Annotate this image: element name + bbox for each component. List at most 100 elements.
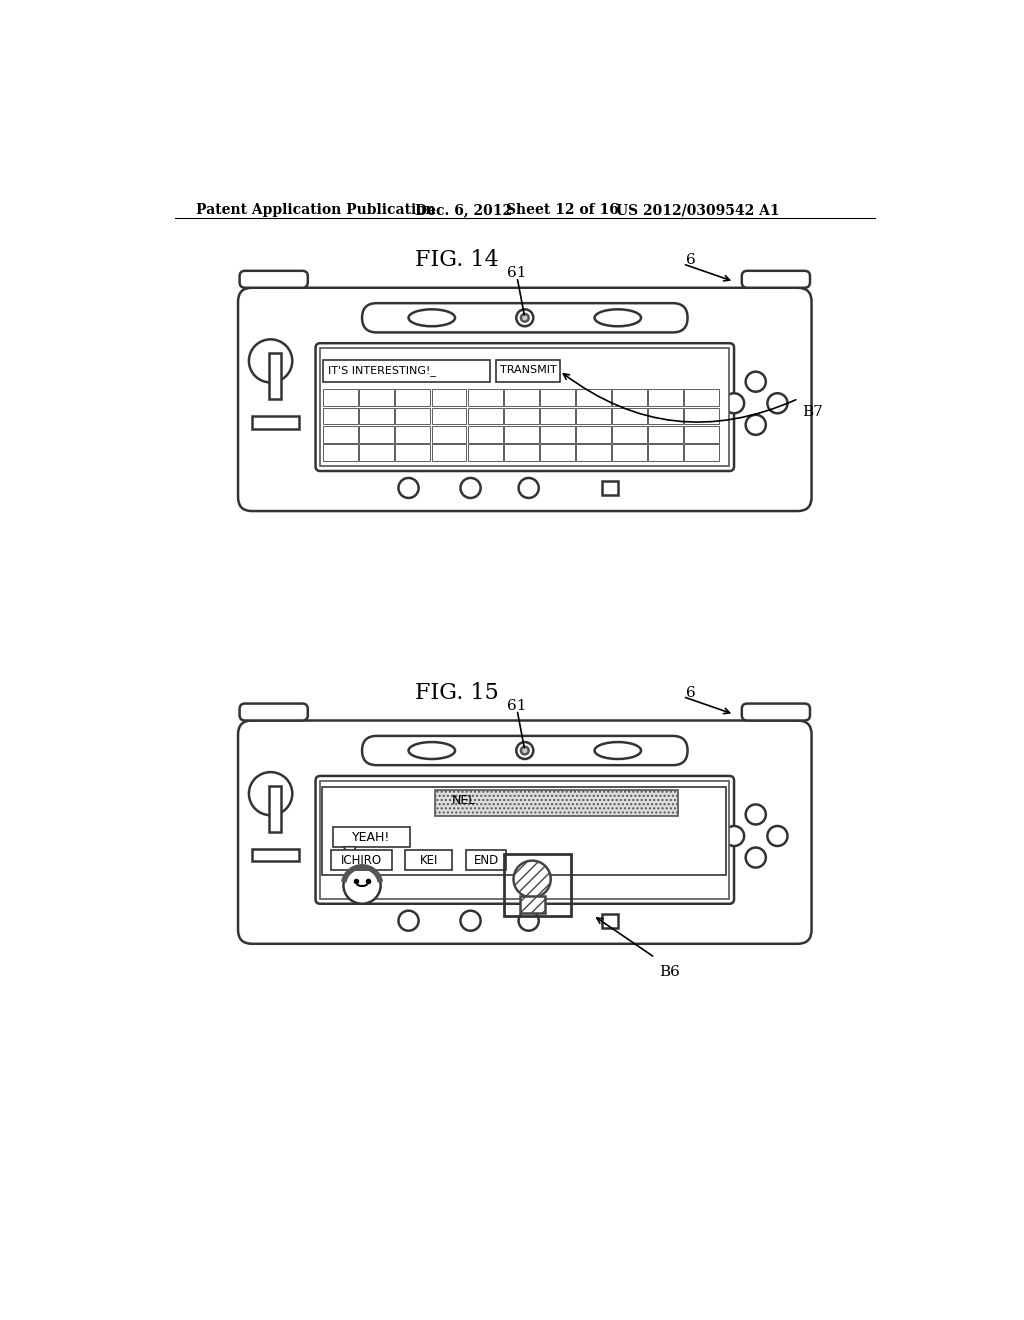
Text: 61: 61 [507, 700, 526, 713]
Text: TRANSMIT: TRANSMIT [500, 364, 556, 375]
Bar [359, 389, 394, 407]
Bar [575, 389, 610, 407]
Bar [324, 360, 489, 381]
Circle shape [516, 309, 534, 326]
Bar [612, 389, 647, 407]
Circle shape [767, 393, 787, 413]
Bar [252, 416, 299, 429]
Circle shape [767, 826, 787, 846]
Circle shape [249, 339, 292, 383]
Bar [648, 426, 683, 442]
Circle shape [461, 911, 480, 931]
FancyBboxPatch shape [741, 271, 810, 288]
Bar [321, 348, 729, 466]
Bar [468, 408, 503, 425]
Bar [575, 445, 610, 461]
Bar [431, 426, 466, 442]
FancyBboxPatch shape [741, 704, 810, 721]
Circle shape [461, 478, 480, 498]
Text: B6: B6 [658, 965, 680, 979]
Bar [435, 789, 678, 816]
Circle shape [745, 804, 766, 825]
Text: KEI: KEI [420, 854, 438, 867]
Bar [324, 389, 358, 407]
Circle shape [398, 478, 419, 498]
Bar [602, 480, 617, 495]
FancyBboxPatch shape [362, 304, 687, 333]
Bar [395, 426, 430, 442]
Text: IT'S INTERESTING!_: IT'S INTERESTING!_ [328, 364, 436, 376]
Ellipse shape [409, 742, 455, 759]
Bar [684, 445, 719, 461]
Bar [684, 426, 719, 442]
Bar [468, 426, 503, 442]
Bar [496, 360, 560, 381]
Text: 6: 6 [686, 686, 695, 700]
Bar [648, 408, 683, 425]
Bar [359, 426, 394, 442]
Circle shape [745, 414, 766, 434]
Bar [406, 850, 452, 870]
Bar [269, 354, 282, 400]
FancyBboxPatch shape [315, 343, 734, 471]
Bar [612, 445, 647, 461]
Bar [269, 785, 282, 832]
Bar [322, 787, 726, 875]
Bar [359, 408, 394, 425]
Bar [504, 389, 539, 407]
Text: Dec. 6, 2012: Dec. 6, 2012 [415, 203, 512, 216]
Text: YEAH!: YEAH! [352, 832, 390, 845]
Bar [504, 408, 539, 425]
FancyBboxPatch shape [240, 704, 308, 721]
Circle shape [724, 826, 744, 846]
FancyBboxPatch shape [238, 288, 812, 511]
Bar [321, 780, 729, 899]
Bar [252, 849, 299, 862]
Text: NEL: NEL [452, 795, 476, 808]
Circle shape [343, 867, 381, 904]
FancyBboxPatch shape [238, 721, 812, 944]
Circle shape [521, 747, 528, 755]
Bar [395, 445, 430, 461]
Text: Sheet 12 of 16: Sheet 12 of 16 [506, 203, 620, 216]
Bar [395, 389, 430, 407]
Bar [540, 408, 574, 425]
Bar [395, 408, 430, 425]
Bar [324, 445, 358, 461]
Bar [333, 826, 410, 847]
Bar [468, 445, 503, 461]
Circle shape [745, 847, 766, 867]
Bar [466, 850, 506, 870]
Bar [331, 850, 391, 870]
Bar [540, 445, 574, 461]
Text: ICHIRO: ICHIRO [341, 854, 382, 867]
Bar [684, 408, 719, 425]
Text: 61: 61 [507, 267, 526, 280]
Text: B7: B7 [802, 405, 823, 418]
FancyBboxPatch shape [315, 776, 734, 904]
Bar [520, 896, 545, 913]
Bar [324, 426, 358, 442]
Bar [431, 389, 466, 407]
Bar [648, 389, 683, 407]
Polygon shape [343, 847, 356, 858]
Bar [431, 445, 466, 461]
FancyBboxPatch shape [240, 271, 308, 288]
Bar [540, 389, 574, 407]
Circle shape [513, 861, 551, 898]
Bar [575, 426, 610, 442]
Text: Patent Application Publication: Patent Application Publication [197, 203, 436, 216]
Bar [540, 426, 574, 442]
FancyBboxPatch shape [362, 737, 687, 766]
Bar [468, 389, 503, 407]
Circle shape [516, 742, 534, 759]
Text: END: END [473, 854, 499, 867]
Ellipse shape [409, 309, 455, 326]
Text: US 2012/0309542 A1: US 2012/0309542 A1 [616, 203, 780, 216]
Bar [504, 426, 539, 442]
Text: FIG. 15: FIG. 15 [415, 682, 499, 704]
Circle shape [724, 393, 744, 413]
Circle shape [249, 772, 292, 816]
Bar [504, 854, 570, 916]
Bar [612, 408, 647, 425]
